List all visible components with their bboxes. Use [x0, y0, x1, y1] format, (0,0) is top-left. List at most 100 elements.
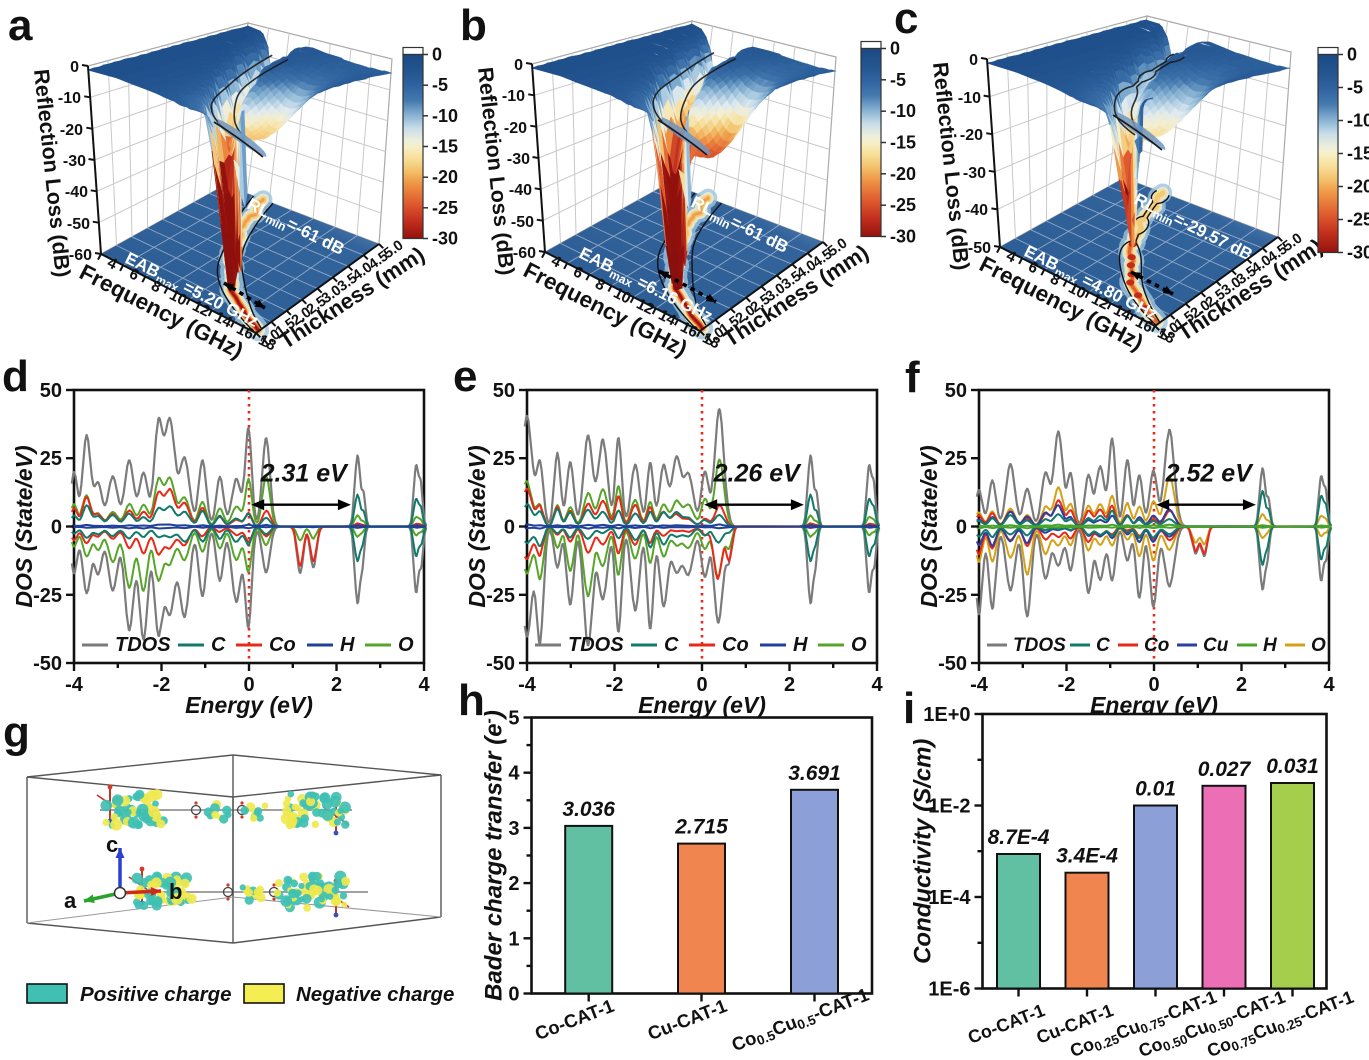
- svg-text:-60: -60: [69, 247, 92, 264]
- svg-text:Cu: Cu: [1203, 635, 1229, 656]
- svg-text:-10: -10: [890, 101, 916, 121]
- svg-text:3.4E-4: 3.4E-4: [1056, 845, 1118, 868]
- svg-text:1E+0: 1E+0: [923, 704, 970, 726]
- svg-text:14: 14: [211, 309, 234, 332]
- svg-text:Co: Co: [722, 634, 749, 656]
- svg-text:0: 0: [969, 52, 978, 69]
- svg-text:-4: -4: [518, 674, 537, 696]
- svg-text:0.01: 0.01: [1135, 778, 1176, 801]
- svg-text:-20: -20: [1347, 177, 1369, 197]
- svg-text:10: 10: [166, 287, 189, 310]
- svg-text:0: 0: [1347, 45, 1357, 65]
- svg-text:TDOS: TDOS: [1013, 635, 1066, 656]
- svg-text:0: 0: [956, 517, 967, 539]
- svg-text:e: e: [453, 352, 477, 401]
- svg-text:0: 0: [508, 984, 519, 1006]
- svg-text:g: g: [3, 708, 30, 757]
- svg-text:50: 50: [40, 380, 62, 402]
- svg-text:0: 0: [70, 59, 79, 76]
- svg-text:14: 14: [1110, 302, 1133, 325]
- svg-text:4: 4: [418, 674, 430, 696]
- svg-text:H: H: [1263, 635, 1278, 656]
- svg-text:2: 2: [784, 674, 795, 696]
- svg-text:d: d: [2, 352, 29, 401]
- svg-text:10: 10: [1065, 280, 1088, 303]
- svg-text:-30: -30: [432, 229, 458, 249]
- svg-text:Bader charge transfer (e-): Bader charge transfer (e-): [481, 710, 508, 1001]
- svg-text:-5: -5: [1347, 78, 1363, 98]
- svg-text:10: 10: [610, 285, 633, 308]
- svg-text:0: 0: [696, 674, 707, 696]
- svg-text:-30: -30: [507, 151, 530, 168]
- svg-text:-20: -20: [432, 167, 458, 187]
- svg-text:-10: -10: [432, 106, 458, 126]
- svg-text:-50: -50: [486, 653, 515, 675]
- svg-text:4: 4: [871, 674, 883, 696]
- svg-text:c: c: [106, 832, 118, 857]
- svg-text:12: 12: [189, 298, 212, 321]
- svg-text:-20: -20: [504, 120, 527, 137]
- svg-text:2.52 eV: 2.52 eV: [1165, 460, 1255, 488]
- svg-text:-30: -30: [963, 165, 986, 182]
- svg-text:12: 12: [1088, 291, 1111, 314]
- svg-text:3: 3: [508, 818, 519, 840]
- svg-text:0: 0: [51, 517, 62, 539]
- svg-text:-5: -5: [890, 70, 906, 90]
- svg-text:2: 2: [1236, 674, 1247, 696]
- svg-text:-15: -15: [432, 137, 458, 157]
- svg-text:16: 16: [677, 319, 700, 342]
- svg-text:-40: -40: [965, 202, 988, 219]
- svg-text:0: 0: [1148, 674, 1159, 696]
- svg-text:5: 5: [508, 708, 519, 730]
- svg-text:2.715: 2.715: [674, 816, 728, 839]
- svg-text:-25: -25: [432, 198, 458, 218]
- svg-text:-30: -30: [890, 227, 916, 247]
- svg-text:0: 0: [504, 517, 515, 539]
- svg-text:h: h: [458, 676, 485, 725]
- svg-text:-20: -20: [60, 122, 83, 139]
- svg-text:1E-6: 1E-6: [928, 979, 970, 1001]
- svg-text:Positive charge: Positive charge: [80, 983, 232, 1006]
- svg-text:Co: Co: [269, 634, 296, 656]
- svg-text:-15: -15: [890, 133, 916, 153]
- svg-text:2: 2: [508, 873, 519, 895]
- svg-text:18: 18: [255, 332, 278, 355]
- svg-text:DOS (State/eV): DOS (State/eV): [464, 445, 490, 607]
- svg-text:0.031: 0.031: [1266, 755, 1319, 778]
- svg-text:Conductivity (S/cm): Conductivity (S/cm): [910, 739, 937, 964]
- svg-text:25: 25: [40, 448, 62, 470]
- svg-text:b: b: [169, 879, 182, 904]
- svg-text:0: 0: [243, 674, 254, 696]
- svg-text:-4: -4: [970, 674, 989, 696]
- svg-text:2: 2: [331, 674, 342, 696]
- svg-text:-10: -10: [958, 90, 981, 107]
- svg-text:-60: -60: [513, 245, 536, 262]
- svg-text:-2: -2: [606, 674, 624, 696]
- svg-text:3.036: 3.036: [562, 798, 615, 821]
- svg-text:O: O: [1311, 635, 1326, 656]
- svg-text:25: 25: [493, 448, 515, 470]
- svg-text:-15: -15: [1347, 144, 1369, 164]
- svg-text:i: i: [903, 684, 915, 733]
- svg-text:18: 18: [1154, 325, 1177, 348]
- svg-text:Co: Co: [1144, 635, 1169, 656]
- svg-text:0: 0: [432, 45, 442, 65]
- svg-text:1E-2: 1E-2: [928, 796, 970, 818]
- svg-text:a: a: [64, 888, 77, 913]
- svg-text:-40: -40: [509, 182, 532, 199]
- svg-text:-25: -25: [486, 585, 515, 607]
- svg-text:8.7E-4: 8.7E-4: [988, 826, 1050, 849]
- svg-text:18: 18: [699, 330, 722, 353]
- svg-text:-25: -25: [33, 585, 62, 607]
- svg-text:TDOS: TDOS: [568, 634, 624, 656]
- svg-text:H: H: [793, 634, 808, 656]
- svg-text:1E-4: 1E-4: [928, 887, 971, 909]
- svg-text:-2: -2: [1058, 674, 1076, 696]
- svg-text:-20: -20: [890, 164, 916, 184]
- svg-text:TDOS: TDOS: [115, 634, 171, 656]
- svg-text:O: O: [851, 634, 867, 656]
- svg-text:0: 0: [514, 57, 523, 74]
- svg-text:-30: -30: [1347, 243, 1369, 263]
- svg-text:12: 12: [633, 296, 656, 319]
- svg-text:-10: -10: [1347, 111, 1369, 131]
